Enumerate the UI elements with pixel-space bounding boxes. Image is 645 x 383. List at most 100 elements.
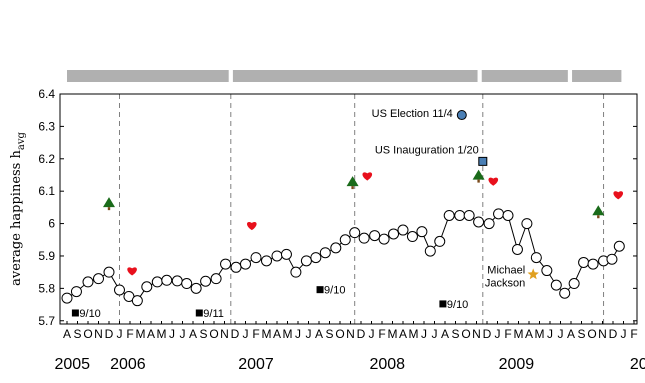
month-label: D (231, 327, 240, 341)
data-point-18 (240, 258, 251, 270)
month-label: J (117, 327, 123, 341)
month-label: J (558, 327, 564, 341)
month-label: J (306, 327, 312, 341)
data-point-17 (230, 261, 242, 273)
top-bar-1 (232, 70, 478, 82)
square-marker-11: 9/10 (316, 285, 345, 297)
data-point-40 (454, 209, 466, 221)
data-point-32 (378, 233, 390, 245)
month-label: S (73, 327, 81, 341)
data-point-33 (388, 228, 400, 240)
data-point-4 (103, 266, 115, 278)
y-tick-label: 6.3 (38, 119, 55, 133)
data-point-9 (151, 276, 163, 288)
data-point-38 (434, 235, 446, 247)
event-markers: 9/10 9/11 9/10 9/10 US Election 11/4 US Inaug… (71, 108, 624, 320)
data-point-5 (114, 284, 125, 296)
inauguration-label: US Inauguration 1/20 (375, 144, 479, 156)
month-label: M (262, 327, 272, 341)
data-point-8 (141, 281, 153, 293)
plot-frame (59, 93, 638, 325)
y-tick-label: 5.7 (38, 314, 55, 328)
tree-icon (592, 205, 605, 216)
data-point-14 (200, 275, 212, 287)
data-point-22 (280, 248, 292, 260)
data-point-45 (502, 209, 514, 221)
top-bar-2 (481, 70, 568, 82)
data-point-3 (93, 273, 104, 285)
month-label: S (577, 327, 585, 341)
month-label: F (126, 327, 133, 341)
month-label: J (369, 327, 375, 341)
data-point-46 (511, 243, 523, 255)
data-point-34 (397, 224, 409, 236)
month-label: J (547, 327, 553, 341)
y-tick-label: 5.8 (38, 281, 55, 295)
data-point-53 (578, 256, 590, 268)
month-label: J (421, 327, 427, 341)
square-icon (316, 286, 324, 294)
tree-icon (472, 169, 485, 180)
data-point-39 (443, 209, 455, 221)
year-label: 2005 (54, 356, 90, 373)
data-point-20 (261, 255, 272, 267)
month-label: D (357, 327, 366, 341)
month-label: J (169, 327, 175, 341)
month-label: A (147, 327, 155, 341)
month-label: A (399, 327, 407, 341)
star-label-line1: Michael (487, 264, 525, 276)
month-label: J (621, 327, 627, 341)
data-point-23 (290, 266, 302, 278)
data-point-21 (271, 250, 283, 262)
data-point-51 (559, 287, 571, 299)
data-point-15 (210, 273, 222, 285)
month-label: M (535, 327, 545, 341)
data-point-13 (190, 282, 202, 294)
data-point-27 (330, 242, 342, 254)
square-marker-10: 9/11 (195, 308, 224, 320)
data-point-19 (250, 252, 262, 264)
square-marker-9: 9/10 (71, 308, 101, 320)
data-point-42 (473, 216, 485, 228)
data-point-10 (161, 274, 173, 286)
data-point-25 (310, 252, 322, 264)
data-point-47 (521, 218, 533, 230)
month-label: J (495, 327, 501, 341)
data-point-57 (613, 240, 625, 252)
data-point-52 (568, 278, 580, 290)
month-label: A (525, 327, 533, 341)
square-label: 9/11 (203, 308, 224, 320)
election-marker: US Election 11/4 (372, 108, 467, 121)
x-axis-years: 2005 2006 2007 2008 2009 2010 (54, 356, 645, 373)
heart-icon (247, 221, 257, 231)
happiness-series (61, 208, 625, 307)
star-icon (527, 268, 539, 280)
tree-icon (103, 197, 115, 208)
top-bar-0 (67, 70, 229, 82)
square-label: 9/10 (447, 299, 468, 311)
tree-marker-3 (592, 205, 605, 219)
month-label: A (63, 327, 71, 341)
y-axis-label-sub: avg (16, 132, 27, 151)
circle-icon (456, 110, 467, 121)
data-point-43 (483, 218, 495, 230)
square-icon (71, 309, 79, 317)
data-point-37 (424, 245, 436, 257)
month-label: N (346, 327, 355, 341)
month-label: F (252, 327, 259, 341)
data-point-0 (61, 292, 73, 304)
data-point-36 (416, 226, 428, 238)
data-point-35 (406, 231, 418, 243)
data-point-31 (369, 230, 381, 242)
month-label: N (220, 327, 229, 341)
year-label: 2009 (499, 356, 535, 373)
data-point-2 (82, 276, 94, 288)
election-label: US Election 11/4 (372, 108, 453, 120)
tree-icon (346, 176, 359, 187)
month-label: J (432, 327, 438, 341)
square-icon (439, 300, 447, 308)
month-label: D (483, 327, 492, 341)
month-label: D (609, 327, 618, 341)
data-point-54 (587, 258, 599, 270)
